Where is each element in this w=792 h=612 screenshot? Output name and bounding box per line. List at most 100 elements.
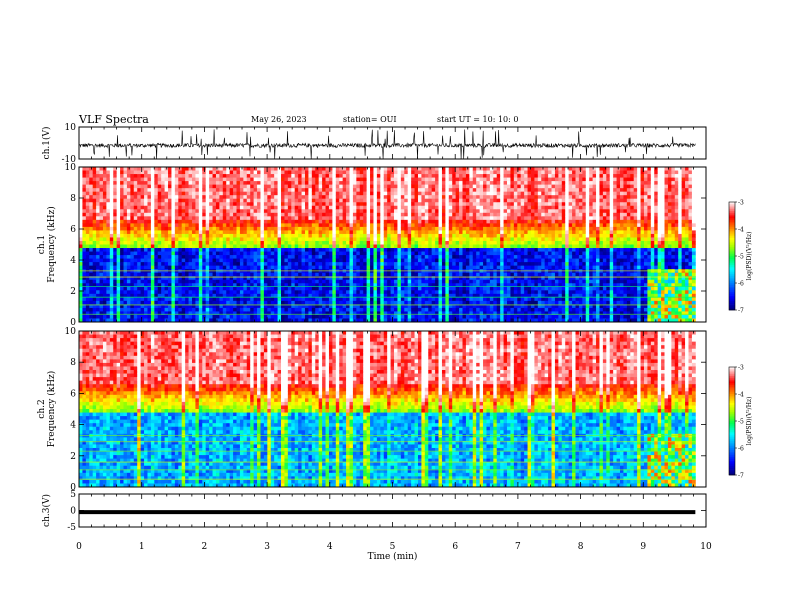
spectrogram-cell: [215, 244, 220, 249]
spectrogram-cell: [154, 167, 159, 171]
spectrogram-cell: [428, 255, 433, 259]
spectrogram-cell: [215, 181, 220, 186]
spectrogram-cell: [168, 283, 172, 288]
spectrogram-cell: [150, 262, 155, 267]
spectrogram-cell: [448, 258, 453, 263]
spectrogram-cell: [116, 237, 121, 242]
spectrogram-cell: [219, 219, 224, 224]
spectrogram-cell: [253, 300, 258, 305]
spectrogram-cell: [144, 248, 148, 252]
spectrogram-cell: [123, 191, 128, 196]
spectrogram-cell: [102, 272, 107, 277]
spectrogram-cell: [233, 311, 237, 316]
spectrogram-cell: [301, 237, 306, 242]
spectrogram-cell: [270, 262, 275, 267]
spectrogram-cell: [246, 167, 251, 171]
spectrogram-cell: [407, 170, 412, 175]
spectrogram-cell: [441, 205, 446, 210]
spectrogram-cell: [92, 248, 97, 252]
spectrogram-cell: [404, 226, 409, 231]
spectrogram-cell: [349, 265, 354, 270]
spectrogram-cell: [281, 191, 285, 196]
spectrogram-cell: [404, 191, 409, 196]
spectrogram-cell: [181, 255, 186, 259]
spectrogram-cell: [455, 195, 460, 200]
spectrogram-cell: [322, 188, 326, 193]
spectrogram-cell: [116, 191, 121, 196]
spectrogram-cell: [397, 219, 402, 224]
spectrogram-cell: [178, 177, 183, 182]
spectrogram-cell: [335, 205, 340, 210]
spectrogram-cell: [356, 195, 361, 200]
spectrogram-cell: [380, 244, 385, 249]
spectrogram-cell: [441, 202, 446, 207]
spectrogram-cell: [284, 244, 289, 249]
spectrogram-cell: [147, 237, 152, 242]
spectrogram-cell: [390, 216, 395, 221]
spectrogram-cell: [168, 198, 172, 203]
spectrogram-cell: [164, 265, 169, 270]
spectrogram-cell: [380, 198, 385, 203]
spectrogram-cell: [92, 244, 97, 249]
spectrogram-cell: [99, 240, 104, 245]
spectrogram-cell: [387, 293, 391, 298]
spectrogram-cell: [226, 265, 231, 270]
spectrogram-cell: [383, 300, 388, 305]
spectrogram-cell: [349, 307, 354, 312]
spectrogram-cell: [452, 223, 457, 228]
spectrogram-cell: [202, 279, 207, 284]
spectrogram-cell: [263, 181, 268, 186]
spectrogram-cell: [428, 293, 433, 298]
spectrogram-cell: [92, 223, 97, 228]
spectrogram-cell: [387, 272, 391, 277]
spectrogram-cell: [205, 184, 210, 189]
spectrogram-cell: [243, 314, 248, 319]
spectrogram-cell: [209, 311, 213, 316]
spectrogram-cell: [435, 177, 439, 182]
spectrogram-cell: [397, 184, 402, 189]
spectrogram-cell: [233, 300, 237, 305]
spectrogram-cell: [298, 191, 302, 196]
spectrogram-cell: [150, 205, 155, 210]
spectrogram-cell: [448, 293, 453, 298]
spectrogram-cell: [325, 219, 330, 224]
spectrogram-cell: [171, 262, 176, 267]
spectrogram-cell: [298, 184, 302, 189]
spectrogram-cell: [332, 198, 337, 203]
spectrogram-cell: [339, 177, 344, 182]
spectrogram-cell: [349, 202, 354, 207]
spectrogram-cell: [359, 167, 364, 171]
spectrogram-cell: [325, 216, 330, 221]
spectrogram-cell: [325, 205, 330, 210]
spectrogram-cell: [239, 307, 244, 312]
spectrogram-cell: [366, 290, 371, 295]
spectrogram-cell: [373, 318, 378, 323]
spectrogram-cell: [417, 181, 422, 186]
spectrogram-cell: [277, 223, 282, 228]
spectrogram-cell: [428, 195, 433, 200]
spectrogram-cell: [82, 174, 87, 178]
spectrogram-cell: [277, 258, 282, 263]
spectrogram-cell: [92, 230, 97, 235]
spectrogram-cell: [79, 219, 83, 224]
spectrogram-cell: [212, 286, 217, 291]
spectrogram-cell: [154, 290, 159, 295]
spectrogram-cell: [349, 311, 354, 316]
spectrogram-cell: [144, 191, 148, 196]
spectrogram-cell: [421, 230, 426, 235]
spectrogram-cell: [274, 255, 278, 259]
spectrogram-cell: [123, 219, 128, 224]
spectrogram-cell: [349, 198, 354, 203]
spectrogram-cell: [394, 219, 398, 224]
spectrogram-cell: [109, 195, 114, 200]
spectrogram-cell: [455, 258, 460, 263]
spectrogram-cell: [126, 300, 131, 305]
spectrogram-cell: [370, 212, 374, 217]
spectrogram-cell: [322, 216, 326, 221]
spectrogram-cell: [291, 174, 296, 178]
spectrogram-cell: [168, 300, 172, 305]
spectrogram-cell: [82, 177, 87, 182]
spectrogram-cell: [356, 283, 361, 288]
spectrogram-cell: [414, 258, 419, 263]
